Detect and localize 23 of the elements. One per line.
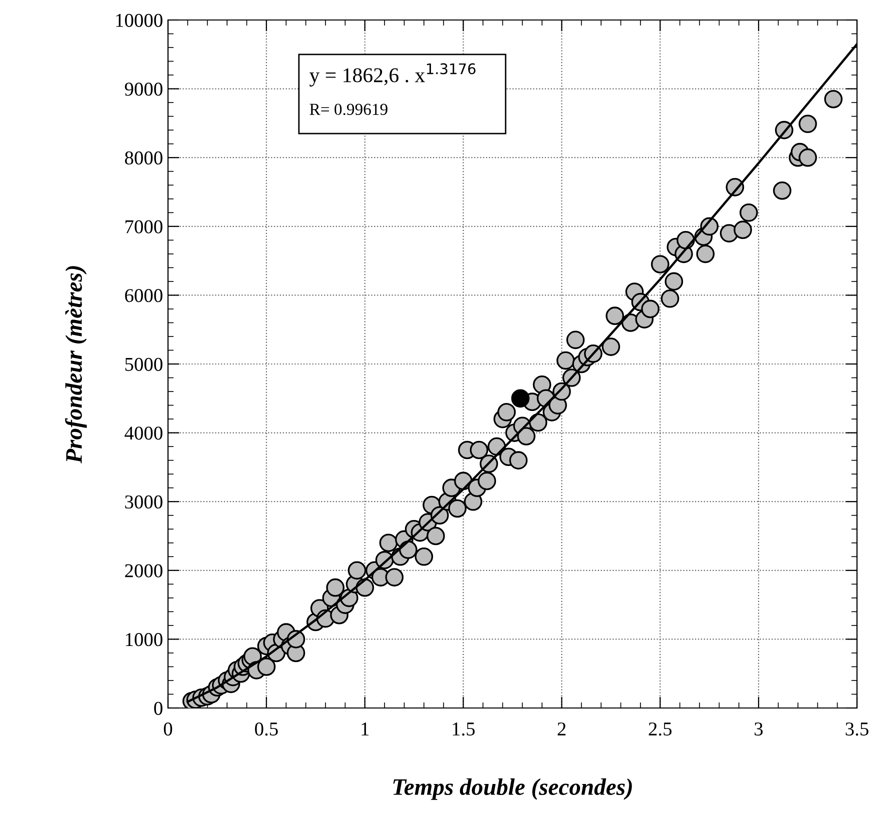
- y-tick-label: 0: [154, 702, 162, 715]
- y-tick-label: 10000: [116, 14, 162, 27]
- x-tick-label: 0.5: [255, 722, 278, 736]
- x-tick-label: 3: [754, 722, 763, 736]
- y-tick-label: 4000: [124, 426, 162, 440]
- x-axis-title: Temps double (secondes): [393, 778, 632, 800]
- y-tick-label: 9000: [124, 82, 162, 96]
- x-tick-label: 2.5: [648, 722, 672, 736]
- y-tick-label: 7000: [126, 220, 162, 234]
- x-tick-label: 1: [362, 722, 369, 736]
- annotation: y = 1862,6 . x$^{1.3176}$: [310, 63, 476, 87]
- x-tick-label: 3.5: [846, 722, 868, 736]
- x-tick-label: 0: [164, 722, 172, 736]
- y-tick-label: 2000: [125, 564, 162, 578]
- y-tick-label: 6000: [125, 289, 162, 302]
- x-tick-label: 1.5: [452, 722, 475, 736]
- y-tick-label: 8000: [124, 151, 162, 165]
- annotation: R= 0.99619: [310, 104, 388, 116]
- x-tick-label: 2: [558, 722, 566, 736]
- y-tick-label: 3000: [125, 495, 162, 509]
- y-axis-title: Profondeur (mètres): [65, 266, 87, 464]
- y-tick-label: 1000: [126, 633, 162, 646]
- y-tick-label: 5000: [125, 358, 162, 371]
